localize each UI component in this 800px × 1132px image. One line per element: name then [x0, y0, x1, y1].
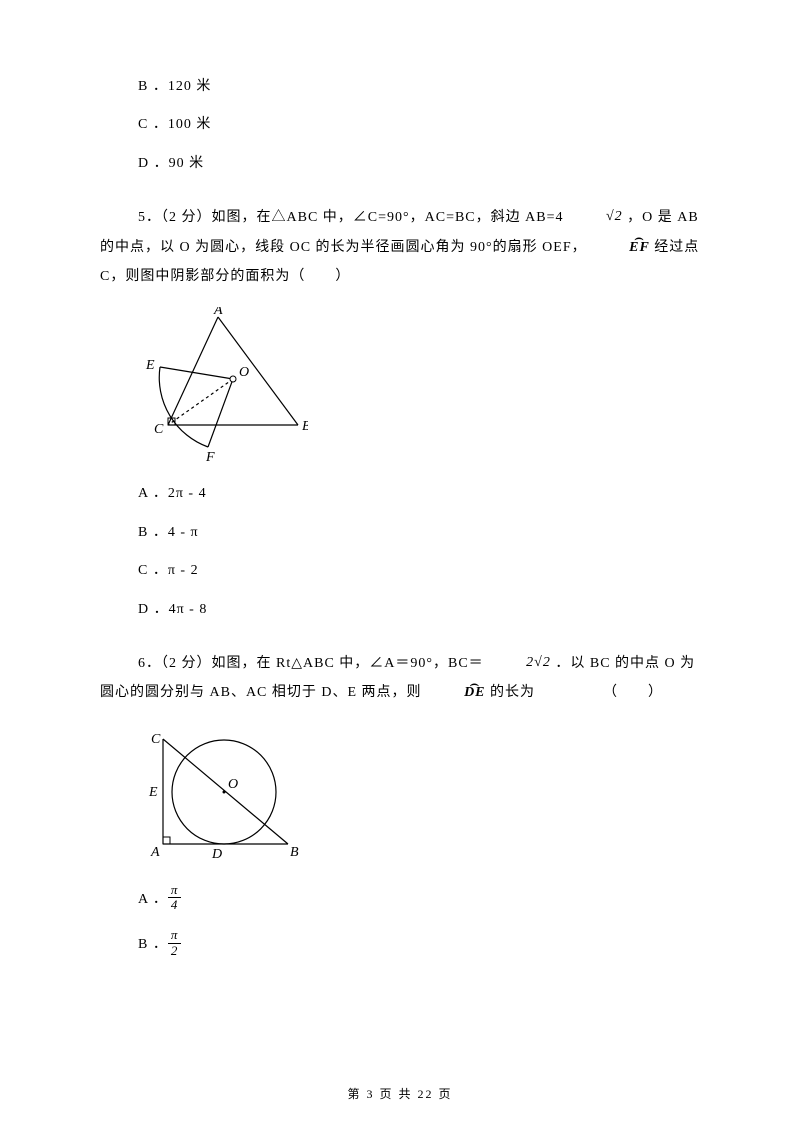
frac-num: π	[168, 883, 182, 898]
svg-text:O: O	[228, 777, 238, 792]
svg-text:E: E	[148, 785, 158, 800]
page-footer: 第 3 页 共 22 页	[0, 1085, 800, 1104]
svg-text:E: E	[145, 358, 155, 373]
frac-num: π	[168, 928, 182, 943]
q6-2sqrt2: 2√2	[488, 648, 551, 677]
q5-option-a: A ．2π - 4	[138, 483, 700, 505]
q5-option-c: C ．π - 2	[138, 560, 700, 582]
svg-text:O: O	[239, 365, 249, 380]
q5-figure: A B C E F O	[138, 307, 700, 467]
q6-arc-de: DE	[426, 678, 485, 707]
q6-figure: A B C D E O	[138, 724, 700, 869]
q5-option-d: D ．4π - 8	[138, 599, 700, 621]
q6-option-a-label: A ．	[138, 892, 168, 907]
svg-text:B: B	[302, 419, 308, 434]
q5-arc-ef: EF	[591, 233, 650, 262]
frac-den: 4	[168, 898, 182, 912]
svg-text:F: F	[205, 450, 215, 465]
q4-option-c: C ．100 米	[138, 114, 700, 136]
frac-den: 2	[168, 944, 182, 958]
svg-text:D: D	[211, 847, 222, 862]
svg-text:C: C	[154, 422, 164, 437]
q6-option-b: B ．π2	[138, 930, 700, 960]
svg-text:C: C	[151, 732, 161, 747]
question-5: 5．（2 分）如图，在△ABC 中，∠C=90°，AC=BC，斜边 AB=4 √…	[100, 203, 700, 291]
q5-option-b: B ．4 - π	[138, 522, 700, 544]
svg-text:B: B	[290, 845, 299, 860]
q6-option-b-label: B ．	[138, 937, 168, 952]
q5-text-1: 5．（2 分）如图，在△ABC 中，∠C=90°，AC=BC，斜边 AB=4	[138, 210, 568, 225]
q4-option-d: D ．90 米	[138, 153, 700, 175]
q4-option-b: B ．120 米	[138, 76, 700, 98]
q6-option-a: A ．π4	[138, 885, 700, 915]
q6-option-a-frac: π4	[168, 883, 182, 913]
svg-text:A: A	[150, 845, 160, 860]
q6-text-3: 的长为 （ ）	[486, 685, 664, 700]
q6-option-b-frac: π2	[168, 928, 182, 958]
svg-text:A: A	[213, 307, 223, 318]
question-6: 6．（2 分）如图，在 Rt△ABC 中，∠A＝90°，BC＝ 2√2 ．以 B…	[100, 649, 700, 708]
